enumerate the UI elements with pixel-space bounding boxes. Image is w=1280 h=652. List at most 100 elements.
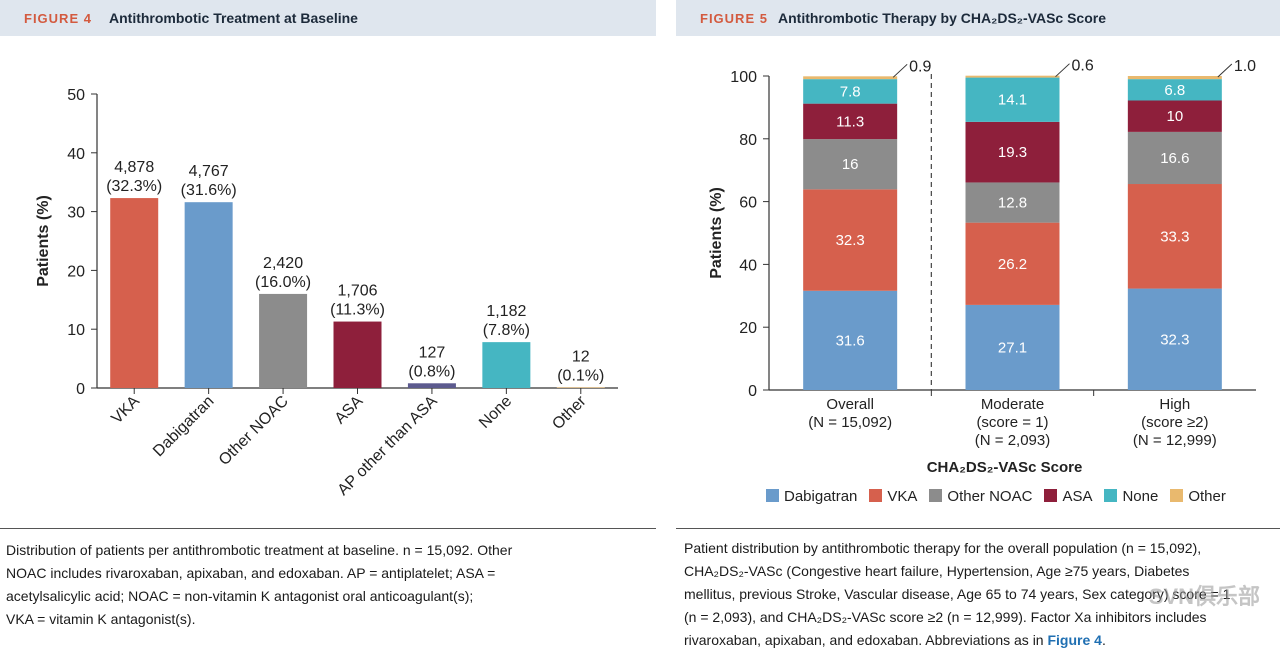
bar-segment-asa (965, 121, 1060, 183)
bar-count-label: 127 (419, 344, 446, 361)
segment-value-label: 27.1 (998, 339, 1027, 356)
legend-label: None (1122, 488, 1159, 505)
bar-segment-none (1127, 79, 1222, 101)
x-category-label: High (1159, 396, 1190, 413)
y-axis-title: Patients (%) (35, 195, 52, 287)
other-callout-line (1217, 63, 1233, 78)
segment-value-label: 31.6 (836, 332, 865, 349)
x-tick-label: ASA (332, 393, 367, 428)
bar-other-noac (259, 293, 308, 388)
segment-value-label: 14.1 (998, 92, 1027, 109)
segment-value-label: 11.3 (836, 113, 864, 130)
legend-item-other_noac: Other NOAC (929, 488, 1032, 505)
figure5-panel: FIGURE 5 Antithrombotic Therapy by CHA₂D… (676, 0, 1280, 649)
segment-value-label: 32.3 (836, 232, 865, 249)
y-tick-label: 20 (739, 320, 757, 337)
bar-percent-label: (11.3%) (330, 302, 385, 319)
segment-value-label: 10 (1166, 108, 1183, 125)
legend-swatch (1044, 489, 1058, 502)
legend-label: VKA (887, 488, 918, 505)
caption-line: NOAC includes rivaroxaban, apixaban, and… (6, 565, 496, 581)
figure5-title: Antithrombotic Therapy by CHA₂DS₂-VASc S… (778, 10, 1107, 26)
figure5-number: FIGURE 5 (700, 11, 768, 26)
y-tick-label: 0 (748, 383, 757, 400)
figure4-divider (0, 528, 656, 529)
bar-segment-vka (965, 222, 1060, 305)
segment-value-label: 19.3 (998, 144, 1027, 161)
x-tick-label: VKA (108, 393, 143, 428)
x-category-label: (N = 12,999) (1133, 432, 1217, 449)
x-category-label: Overall (826, 396, 874, 413)
bar-segment-asa (1127, 100, 1222, 132)
other-callout-label: 0.9 (909, 58, 931, 75)
bar-segment-none (965, 77, 1060, 122)
bar-segment-other_noac (1127, 131, 1222, 185)
x-tick-label: Dabigatran (150, 393, 217, 460)
figure5-caption: Patient distribution by antithrombotic t… (684, 537, 1274, 652)
bar-segment-dabigatran (965, 304, 1060, 390)
y-tick-label: 100 (730, 69, 757, 86)
bar-count-label: 2,420 (263, 255, 303, 272)
bar-percent-label: (16.0%) (255, 274, 311, 291)
bar-dabigatran (184, 202, 233, 388)
figure5-header: FIGURE 5 Antithrombotic Therapy by CHA₂D… (676, 0, 1280, 36)
y-tick-label: 0 (76, 381, 85, 398)
bar-count-label: 1,182 (486, 303, 526, 320)
x-tick-label: Other (549, 392, 590, 433)
figure4-reference-link[interactable]: Figure 4 (1047, 632, 1102, 648)
bar-other (556, 387, 605, 389)
figure4-chart: 0 10 20 30 40 50 Patients (%) 4,878 (32.3%) VKA 4,… (35, 87, 618, 499)
caption-line: acetylsalicylic acid; NOAC = non-vitamin… (6, 588, 474, 604)
segment-value-label: 16 (842, 156, 859, 173)
bar-segment-other (1127, 76, 1222, 80)
bar-segment-dabigatran (803, 290, 898, 390)
figure4-header: FIGURE 4 Antithrombotic Treatment at Bas… (0, 0, 656, 36)
legend-item-vka: VKA (869, 488, 917, 505)
bar-segment-other (965, 75, 1060, 78)
x-category-label: (N = 2,093) (975, 432, 1050, 449)
caption-text: rivaroxaban, apixaban, and edoxaban. Abb… (684, 632, 1048, 648)
legend-swatch (766, 489, 779, 502)
segment-value-label: 33.3 (1160, 228, 1189, 245)
y-tick-label: 40 (739, 257, 757, 274)
watermark: SVN俱乐部 (1148, 584, 1260, 609)
legend-item-dabigatran: Dabigatran (766, 488, 857, 505)
y-tick-label: 40 (67, 146, 85, 163)
legend-label: ASA (1062, 488, 1093, 505)
bar-vka (110, 198, 159, 388)
y-tick-label: 10 (67, 322, 85, 339)
legend-item-none: None (1104, 488, 1158, 505)
bar-asa (333, 321, 382, 388)
segment-value-label: 7.8 (840, 83, 861, 100)
legend-swatch (1170, 489, 1184, 502)
other-callout-line (892, 63, 908, 78)
legend-item-asa: ASA (1044, 488, 1092, 505)
bar-segment-other (803, 76, 898, 80)
bar-segment-dabigatran (1127, 288, 1222, 390)
bar-none (482, 342, 531, 388)
legend-item-other: Other (1170, 488, 1226, 505)
bar-count-label: 1,706 (337, 283, 377, 300)
legend-swatch (869, 489, 883, 502)
caption-line: (n = 2,093), and CHA₂DS₂-VASc score ≥2 (… (684, 609, 1207, 625)
segment-value-label: 32.3 (1160, 331, 1189, 348)
caption-line: mellitus, previous Stroke, Vascular dise… (684, 586, 1231, 602)
bar-percent-label: (0.8%) (408, 363, 455, 380)
bar-segment-other_noac (965, 182, 1060, 223)
segment-value-label: 12.8 (998, 195, 1027, 212)
bar-percent-label: (32.3%) (106, 178, 162, 195)
y-tick-label: 30 (67, 205, 85, 222)
segment-value-label: 16.6 (1160, 150, 1189, 167)
bar-segment-vka (1127, 184, 1222, 289)
caption-line: Distribution of patients per antithrombo… (6, 542, 513, 558)
segment-value-label: 26.2 (998, 256, 1027, 273)
y-tick-label: 60 (739, 195, 757, 212)
caption-line: Patient distribution by antithrombotic t… (684, 540, 1202, 556)
bar-percent-label: (0.1%) (557, 367, 604, 384)
bar-ap-other-than-asa (407, 383, 456, 388)
x-category-label: (N = 15,092) (808, 414, 892, 431)
caption-line: VKA = vitamin K antagonist(s). (6, 611, 196, 627)
other-callout-line (1055, 63, 1070, 78)
y-tick-label: 20 (67, 263, 85, 280)
legend-label: Other NOAC (947, 488, 1033, 505)
